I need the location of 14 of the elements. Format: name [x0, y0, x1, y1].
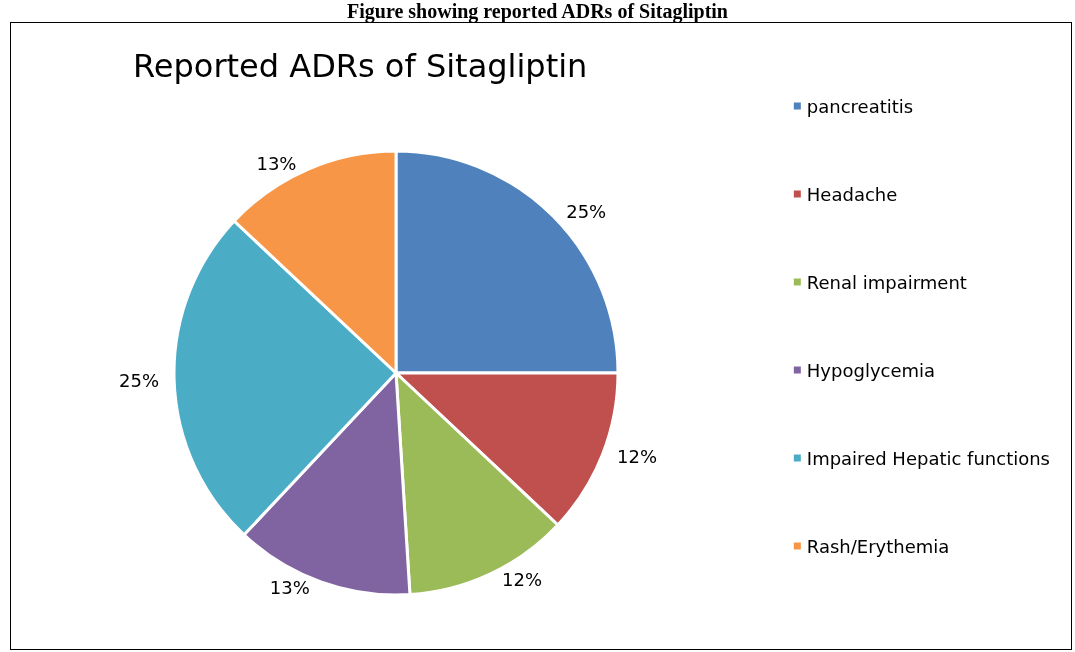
data-label: 25%	[566, 201, 607, 223]
data-label: 13%	[269, 577, 310, 599]
legend-label: Renal impairment	[806, 271, 967, 293]
data-label: 12%	[616, 446, 657, 468]
chart-title: Reported ADRs of Sitagliptin	[133, 47, 588, 85]
legend-label: Hypoglycemia	[806, 359, 936, 381]
legend-label: Impaired Hepatic functions	[806, 447, 1051, 469]
data-label: 13%	[256, 153, 297, 175]
legend-label: Rash/Erythemia	[806, 535, 950, 557]
data-label: 25%	[119, 369, 160, 391]
text: Figure showing reported ADRs of Sitagliptin	[346, 0, 729, 22]
data-label: 12%	[502, 568, 543, 590]
legend-label: Headache	[806, 183, 898, 205]
legend-label: pancreatitis	[806, 95, 914, 117]
